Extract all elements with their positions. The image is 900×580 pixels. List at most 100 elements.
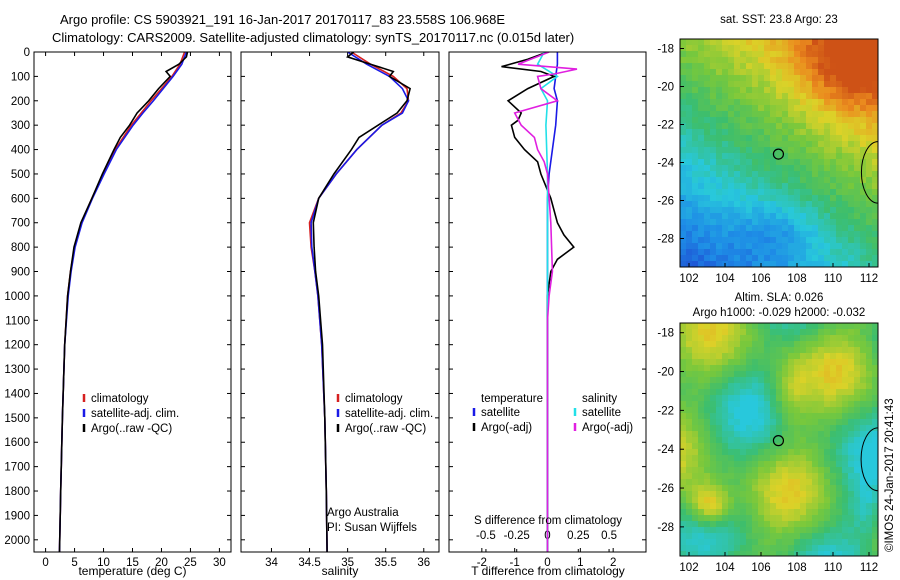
map-cell <box>752 39 759 46</box>
map-cell <box>686 407 693 414</box>
map-cell <box>680 419 687 426</box>
map-cell <box>728 195 735 202</box>
map-cell <box>752 147 759 154</box>
map-cell <box>764 135 771 142</box>
map-cell <box>860 503 867 510</box>
map-cell <box>818 455 825 462</box>
map-cell <box>866 117 873 124</box>
map-cell <box>800 347 807 354</box>
map-cell <box>818 515 825 522</box>
map-cell <box>836 93 843 100</box>
map-cell <box>872 497 878 504</box>
map-cell <box>800 467 807 474</box>
map-cell <box>758 509 765 516</box>
map-cell <box>758 413 765 420</box>
map-cell <box>794 425 801 432</box>
map-cell <box>776 213 783 220</box>
map-cell <box>680 51 687 58</box>
map-cell <box>818 225 825 232</box>
map-cell <box>860 323 867 330</box>
map-cell <box>716 509 723 516</box>
map-cell <box>776 207 783 214</box>
map-cell <box>812 521 819 528</box>
map-cell <box>842 207 849 214</box>
map-cell <box>770 359 777 366</box>
lat-tick-label: -18 <box>657 328 674 340</box>
map-cell <box>824 503 831 510</box>
map-cell <box>692 413 699 420</box>
map-cell <box>830 225 837 232</box>
map-cell <box>710 413 717 420</box>
map-cell <box>800 449 807 456</box>
map-cell <box>770 431 777 438</box>
map-cell <box>716 45 723 52</box>
map-cell <box>812 213 819 220</box>
map-cell <box>806 467 813 474</box>
map-cell <box>716 75 723 82</box>
map-cell <box>740 359 747 366</box>
map-cell <box>800 195 807 202</box>
map-cell <box>842 261 849 267</box>
map-cell <box>860 515 867 522</box>
map-cell <box>680 491 687 498</box>
depth-tick-label: 700 <box>11 218 30 230</box>
map-cell <box>680 539 687 546</box>
map-cell <box>794 87 801 94</box>
legend-label: satellite-adj. clim. <box>91 408 179 420</box>
map-cell <box>686 347 693 354</box>
map-cell <box>758 329 765 336</box>
map-cell <box>800 443 807 450</box>
map-cell <box>836 261 843 267</box>
map-cell <box>818 521 825 528</box>
map-cell <box>680 455 687 462</box>
map-cell <box>830 497 837 504</box>
map-cell <box>758 539 765 546</box>
map-cell <box>866 87 873 94</box>
map-cell <box>824 533 831 540</box>
map-cell <box>698 183 705 190</box>
map-cell <box>830 341 837 348</box>
lon-tick-label: 112 <box>860 562 878 574</box>
map-cell <box>860 461 867 468</box>
s-diff-tick-label: -0.25 <box>504 530 530 542</box>
map-cell <box>788 207 795 214</box>
map-cell <box>818 407 825 414</box>
map-cell <box>686 389 693 396</box>
map-cell <box>860 249 867 256</box>
map-cell <box>866 491 873 498</box>
map-cell <box>692 255 699 262</box>
map-cell <box>854 219 861 226</box>
map-cell <box>698 395 705 402</box>
map-cell <box>848 129 855 136</box>
map-cell <box>776 231 783 238</box>
map-cell <box>776 401 783 408</box>
map-cell <box>866 141 873 148</box>
map-cell <box>872 467 878 474</box>
map-cell <box>842 177 849 184</box>
map-cell <box>788 177 795 184</box>
map-cell <box>692 225 699 232</box>
map-cell <box>686 87 693 94</box>
map-cell <box>698 389 705 396</box>
map-cell <box>842 479 849 486</box>
map-cell <box>728 177 735 184</box>
map-cell <box>782 365 789 372</box>
map-cell <box>746 141 753 148</box>
map-cell <box>824 99 831 106</box>
map-cell <box>800 497 807 504</box>
legend-label: satellite <box>481 407 520 419</box>
map-cell <box>764 123 771 130</box>
map-cell <box>716 473 723 480</box>
map-cell <box>788 75 795 82</box>
map-cell <box>716 81 723 88</box>
map-cell <box>860 353 867 360</box>
map-cell <box>752 201 759 208</box>
map-cell <box>752 153 759 160</box>
map-cell <box>758 503 765 510</box>
map-cell <box>854 207 861 214</box>
map-cell <box>842 509 849 516</box>
map-cell <box>716 129 723 136</box>
map-cell <box>836 99 843 106</box>
map-cell <box>686 69 693 76</box>
map-cell <box>776 485 783 492</box>
